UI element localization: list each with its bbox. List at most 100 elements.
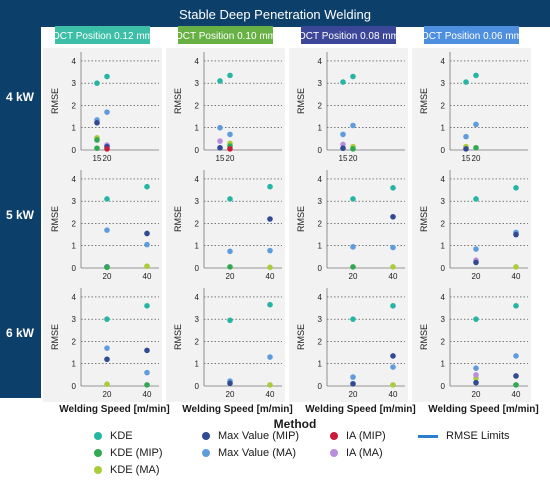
point-kde-ma xyxy=(267,264,273,271)
y-tick-label: 2 xyxy=(195,219,200,228)
point-max-value-ma xyxy=(267,354,273,360)
panel-background xyxy=(43,284,162,402)
x-tick-label: 20 xyxy=(472,390,481,399)
y-tick-label: 2 xyxy=(72,101,77,110)
x-tick-label: 40 xyxy=(512,390,521,399)
x-tick-label: 40 xyxy=(389,272,398,281)
x-tick-label: 40 xyxy=(143,390,152,399)
panel-3-2: 0 1 2 3 4 RMSE 20 40 xyxy=(166,284,285,402)
point-max-value-ma xyxy=(104,109,110,115)
column-header-1 xyxy=(55,26,150,44)
column-header-label: OCT Position 0.06 mm xyxy=(421,31,522,42)
panel-3-4: 0 1 2 3 4 RMSE 20 40 xyxy=(412,284,531,402)
y-tick-label: 4 xyxy=(318,57,323,66)
point-kde xyxy=(267,301,273,308)
panel-2-4: 0 1 2 3 4 RMSE 20 40 xyxy=(412,166,531,284)
point-max-value-mip xyxy=(227,380,233,387)
legend-label: KDE (MA) xyxy=(110,464,160,476)
y-tick-label: 1 xyxy=(195,124,200,133)
x-tick-label: 20 xyxy=(226,154,235,163)
point-max-value-ma xyxy=(227,131,233,138)
x-tick-label: 20 xyxy=(226,272,235,281)
y-tick-label: 3 xyxy=(318,197,323,206)
point-max-value-mip xyxy=(473,259,479,266)
x-tick-label: 40 xyxy=(266,390,275,399)
panel-2-3: 0 1 2 3 4 RMSE 20 40 xyxy=(289,166,408,284)
point-kde-ma xyxy=(104,381,110,388)
x-tick-label: 20 xyxy=(226,390,235,399)
y-axis-label: RMSE xyxy=(173,206,183,232)
panel-background xyxy=(289,284,408,402)
legend-dot-marker xyxy=(330,449,338,457)
y-tick-label: 0 xyxy=(318,146,323,155)
title-bar xyxy=(0,0,550,27)
y-tick-label: 3 xyxy=(441,79,446,88)
y-tick-label: 4 xyxy=(72,293,77,302)
y-tick-label: 2 xyxy=(441,337,446,346)
legend-label: IA (MIP) xyxy=(346,430,386,442)
y-axis-label: RMSE xyxy=(50,324,60,350)
x-tick-label: 20 xyxy=(349,154,358,163)
y-tick-label: 4 xyxy=(441,175,446,184)
point-kde xyxy=(390,185,396,191)
point-kde xyxy=(473,316,479,322)
point-kde-mip xyxy=(350,146,356,152)
legend-item-kde-ma: KDE (MA) xyxy=(94,464,160,476)
row-label: 4 kW xyxy=(6,90,35,104)
x-axis-label: Welding Speed [m/min] xyxy=(182,404,292,415)
chart-title: Stable Deep Penetration Welding xyxy=(179,7,371,22)
column-header-label: OCT Position 0.10 mm xyxy=(175,31,276,42)
legend: KDE KDE (MIP) KDE (MA) Max Value (MIP) Max V… xyxy=(94,428,514,482)
point-kde-ma xyxy=(144,263,150,270)
point-kde xyxy=(144,303,150,309)
x-tick-label: 20 xyxy=(349,272,358,281)
y-tick-label: 3 xyxy=(72,79,77,88)
point-kde xyxy=(217,78,223,84)
point-kde xyxy=(227,317,233,324)
y-axis-label: RMSE xyxy=(173,324,183,350)
y-tick-label: 0 xyxy=(195,382,200,391)
legend-item-kde-mip: KDE (MIP) xyxy=(94,447,163,459)
y-tick-label: 0 xyxy=(318,264,323,273)
x-tick-label: 40 xyxy=(389,390,398,399)
point-max-value-mip xyxy=(390,353,396,359)
y-tick-label: 0 xyxy=(195,146,200,155)
point-max-value-mip xyxy=(473,379,479,386)
y-tick-label: 3 xyxy=(318,315,323,324)
y-tick-label: 2 xyxy=(441,101,446,110)
point-kde-mip xyxy=(513,382,519,388)
y-tick-label: 1 xyxy=(72,124,77,133)
legend-item-max-value-mip: Max Value (MIP) xyxy=(202,430,299,442)
x-tick-label: 20 xyxy=(103,390,112,399)
point-max-value-ma xyxy=(350,122,356,129)
point-max-value-ma xyxy=(350,244,356,250)
point-max-value-ma xyxy=(513,353,519,359)
point-max-value-ma xyxy=(390,244,396,251)
legend-dot-marker xyxy=(330,432,338,440)
point-max-value-mip xyxy=(94,120,100,126)
y-tick-label: 3 xyxy=(441,315,446,324)
panel-1-2: 0 1 2 3 4 RMSE 15 20 xyxy=(166,48,285,166)
point-max-value-mip xyxy=(390,213,396,220)
y-axis-label: RMSE xyxy=(296,206,306,232)
y-tick-label: 0 xyxy=(441,382,446,391)
y-tick-label: 2 xyxy=(318,219,323,228)
legend-item-ia-mip: IA (MIP) xyxy=(330,430,386,442)
point-max-value-ma xyxy=(144,241,150,248)
point-kde-mip xyxy=(350,264,356,270)
y-axis-label: RMSE xyxy=(50,206,60,232)
x-tick-label: 20 xyxy=(103,154,112,163)
legend-dot-marker xyxy=(202,432,210,440)
point-kde xyxy=(513,303,519,309)
row-label: 6 kW xyxy=(6,326,35,340)
legend-dot-marker xyxy=(202,449,210,457)
legend-dot-marker xyxy=(94,449,102,457)
point-ia-mip xyxy=(104,146,110,152)
y-tick-label: 4 xyxy=(195,293,200,302)
y-tick-label: 0 xyxy=(72,146,77,155)
y-tick-label: 2 xyxy=(195,101,200,110)
y-tick-label: 1 xyxy=(72,360,77,369)
column-header-3 xyxy=(301,26,396,44)
legend-label: KDE (MIP) xyxy=(110,447,163,459)
panel-1-1: 0 1 2 3 4 RMSE 15 20 xyxy=(43,48,162,166)
